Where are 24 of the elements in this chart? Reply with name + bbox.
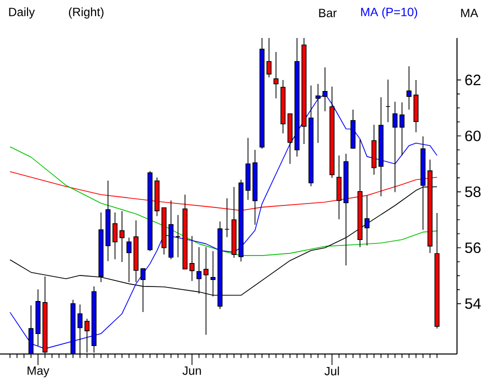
y-tick-label: 62 <box>465 74 480 86</box>
text: MA <box>461 8 478 18</box>
y-tick-label: 54 <box>465 298 481 309</box>
candlestick <box>400 102 404 156</box>
y-tick-label: 58 <box>465 186 481 198</box>
x-tick-label: Jun <box>182 366 201 375</box>
y-tick-label: 60 <box>465 130 481 142</box>
line-series <box>10 146 438 256</box>
candlestick <box>406 66 412 110</box>
text: Bar <box>319 8 337 18</box>
text: (Right) <box>68 7 104 19</box>
candlestick <box>266 38 272 78</box>
x-tick-label: Jul <box>324 366 339 376</box>
candlestick <box>364 195 370 246</box>
candlestick <box>126 237 132 283</box>
x-tick-label: May <box>28 366 50 378</box>
candlestick <box>190 236 194 282</box>
candlestick <box>112 212 118 260</box>
candlestick <box>274 52 278 99</box>
y-tick-label: 56 <box>465 242 481 254</box>
text: MA (P=10) <box>361 7 418 19</box>
chart-title: Daily <box>9 7 35 19</box>
candlestick <box>120 210 124 262</box>
candlestick <box>392 101 398 192</box>
